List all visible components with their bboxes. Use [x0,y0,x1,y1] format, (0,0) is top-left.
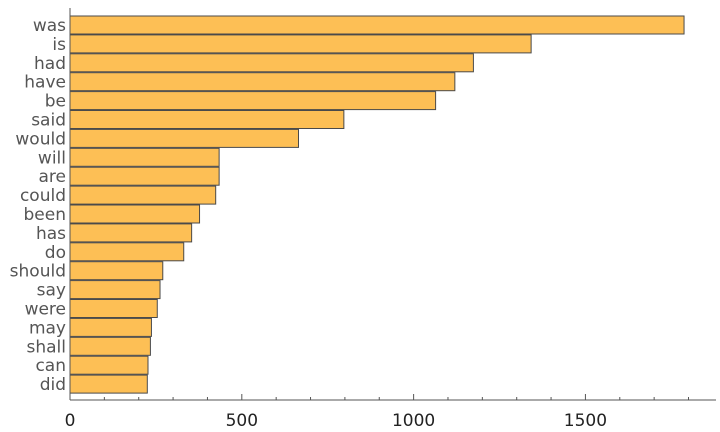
bar-shall [69,336,151,356]
bar-can [69,355,149,375]
bar-say [69,280,161,300]
category-label-could: could [20,186,66,206]
category-label-had: had [34,54,66,74]
category-label-say: say [37,281,66,301]
bar-said [69,110,345,129]
category-label-has: has [36,224,66,244]
bar-is [69,34,532,54]
bar-has [69,223,193,243]
category-label-should: should [10,262,66,282]
category-label-was: was [33,16,66,36]
x-tick-label: 0 [65,411,76,431]
category-label-do: do [45,243,66,263]
category-label-have: have [24,73,66,93]
bar-did [69,374,148,394]
category-label-shall: shall [27,337,67,357]
bar-are [69,166,220,186]
category-label-can: can [35,356,66,376]
bar-be [69,91,437,111]
category-label-will: will [38,148,66,168]
x-tick-label: 500 [226,411,258,431]
bar-will [69,147,220,167]
category-label-is: is [52,35,66,55]
category-label-would: would [15,129,66,149]
x-tick-label: 1500 [564,411,607,431]
bar-do [69,242,185,262]
category-labels: wasishadhavebesaidwouldwillarecouldbeenh… [10,16,66,395]
bar-should [69,261,164,281]
bar-been [69,204,201,224]
category-label-be: be [45,92,66,112]
bar-have [69,72,456,92]
category-label-may: may [29,318,66,338]
bar-could [69,185,217,205]
x-tick-label: 1000 [392,411,435,431]
bar-were [69,299,158,318]
category-label-were: were [25,300,66,320]
category-label-did: did [40,375,66,395]
bar-may [69,317,152,337]
bars-group [69,15,685,394]
x-ticks-group: 0 500 1000 1500 [65,394,690,431]
bar-had [69,53,474,73]
category-label-said: said [31,111,66,131]
category-label-been: been [24,205,66,225]
category-label-are: are [39,167,67,187]
bar-would [69,128,300,148]
bar-was [69,15,685,35]
